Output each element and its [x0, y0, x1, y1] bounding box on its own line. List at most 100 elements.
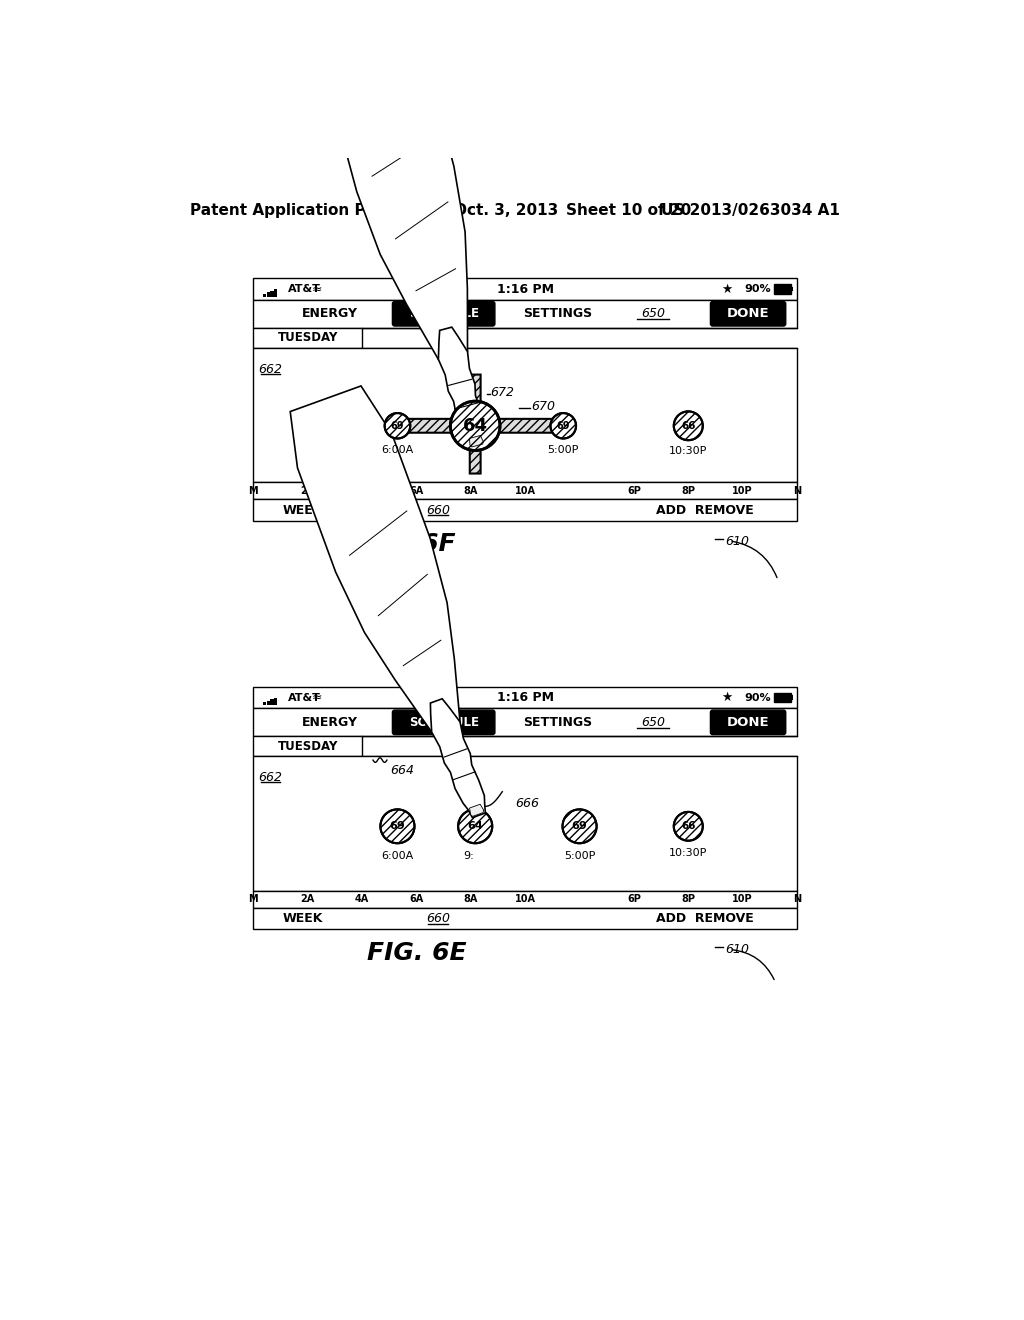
Text: SETTINGS: SETTINGS	[523, 715, 592, 729]
Text: 660: 660	[426, 912, 451, 925]
Text: WEEK: WEEK	[283, 912, 323, 925]
Text: 666: 666	[515, 797, 539, 809]
FancyBboxPatch shape	[711, 710, 785, 735]
Bar	[253, 300, 797, 327]
Text: 660: 660	[426, 504, 451, 516]
Text: ADD  REMOVE: ADD REMOVE	[655, 912, 754, 925]
Bar	[774, 693, 791, 702]
Text: 610: 610	[725, 535, 749, 548]
Bar	[253, 737, 362, 756]
Bar	[253, 499, 797, 521]
Circle shape	[385, 413, 411, 438]
Bar	[266, 701, 269, 705]
Text: AT&T: AT&T	[288, 284, 321, 294]
Text: US 2013/0263034 A1: US 2013/0263034 A1	[662, 203, 840, 218]
FancyBboxPatch shape	[392, 710, 495, 735]
FancyBboxPatch shape	[470, 375, 480, 433]
Text: 8A: 8A	[464, 895, 478, 904]
Text: 69: 69	[571, 821, 588, 832]
Bar	[263, 294, 266, 297]
Text: FIG. 6E: FIG. 6E	[367, 941, 466, 965]
Text: 4A: 4A	[355, 486, 370, 496]
Text: DONE: DONE	[727, 715, 769, 729]
Text: 64: 64	[467, 821, 483, 832]
Text: ADD  REMOVE: ADD REMOVE	[655, 504, 754, 516]
Text: 2A: 2A	[301, 895, 314, 904]
Text: M: M	[249, 486, 258, 496]
Text: SCHEDULE: SCHEDULE	[409, 308, 478, 321]
Text: 650: 650	[641, 715, 665, 729]
Text: 69: 69	[389, 821, 406, 832]
Text: M: M	[249, 895, 258, 904]
Text: 69: 69	[391, 421, 404, 430]
Text: 6P: 6P	[627, 895, 641, 904]
Polygon shape	[438, 327, 485, 449]
Text: 5:00P: 5:00P	[548, 445, 579, 454]
Text: 672: 672	[490, 385, 515, 399]
Text: 670: 670	[530, 400, 555, 413]
Bar	[253, 756, 797, 891]
Text: 66: 66	[681, 821, 695, 832]
Text: Oct. 3, 2013: Oct. 3, 2013	[454, 203, 558, 218]
Text: ENERGY: ENERGY	[301, 308, 357, 321]
Text: N: N	[793, 895, 801, 904]
Text: 10P: 10P	[732, 486, 753, 496]
FancyBboxPatch shape	[470, 450, 480, 474]
Text: 1:16 PM: 1:16 PM	[497, 692, 554, 704]
Text: 90%: 90%	[744, 693, 771, 702]
Text: ≈: ≈	[311, 692, 323, 704]
Bar	[253, 327, 362, 347]
Text: 6P: 6P	[627, 486, 641, 496]
Circle shape	[562, 809, 597, 843]
Text: ENERGY: ENERGY	[301, 715, 357, 729]
FancyBboxPatch shape	[711, 301, 785, 326]
Bar	[274, 698, 278, 705]
Polygon shape	[290, 385, 460, 733]
Text: 6:00A: 6:00A	[381, 445, 414, 454]
FancyBboxPatch shape	[397, 418, 563, 433]
Bar	[253, 686, 797, 709]
Text: ★: ★	[722, 282, 733, 296]
Text: ★: ★	[722, 692, 733, 704]
Text: 10A: 10A	[515, 895, 536, 904]
Text: 662: 662	[258, 771, 283, 784]
Text: 9:: 9:	[464, 851, 474, 861]
Text: Sheet 10 of 20: Sheet 10 of 20	[566, 203, 691, 218]
Circle shape	[674, 412, 702, 440]
Text: SCHEDULE: SCHEDULE	[409, 715, 478, 729]
Circle shape	[458, 809, 493, 843]
Polygon shape	[469, 436, 483, 447]
Text: 8P: 8P	[681, 895, 695, 904]
Bar	[791, 286, 794, 292]
Text: 10:30P: 10:30P	[669, 446, 708, 457]
Text: 2A: 2A	[301, 486, 314, 496]
Polygon shape	[430, 698, 485, 817]
Circle shape	[380, 809, 415, 843]
Bar	[774, 285, 791, 294]
Text: 610: 610	[725, 944, 749, 956]
Text: TUESDAY: TUESDAY	[278, 739, 338, 752]
Text: DONE: DONE	[727, 308, 769, 321]
Text: 650: 650	[641, 308, 665, 321]
Text: 5:00P: 5:00P	[564, 851, 595, 861]
Text: 4A: 4A	[355, 895, 370, 904]
Text: 64: 64	[463, 417, 487, 434]
Bar	[253, 482, 797, 499]
Bar	[253, 347, 797, 482]
Text: WEEK: WEEK	[283, 504, 323, 516]
Bar	[270, 700, 273, 705]
Bar	[253, 279, 797, 300]
Bar	[263, 702, 266, 705]
Bar	[253, 891, 797, 908]
Text: 10:30P: 10:30P	[669, 849, 708, 858]
Circle shape	[551, 413, 577, 438]
Text: 10P: 10P	[732, 895, 753, 904]
Text: 6:00A: 6:00A	[381, 851, 414, 861]
FancyBboxPatch shape	[392, 301, 495, 326]
Text: 664: 664	[390, 763, 414, 776]
Circle shape	[674, 812, 702, 841]
Text: 66: 66	[681, 421, 695, 430]
Text: Patent Application Publication: Patent Application Publication	[190, 203, 451, 218]
Text: 90%: 90%	[744, 284, 771, 294]
Text: 10A: 10A	[515, 486, 536, 496]
